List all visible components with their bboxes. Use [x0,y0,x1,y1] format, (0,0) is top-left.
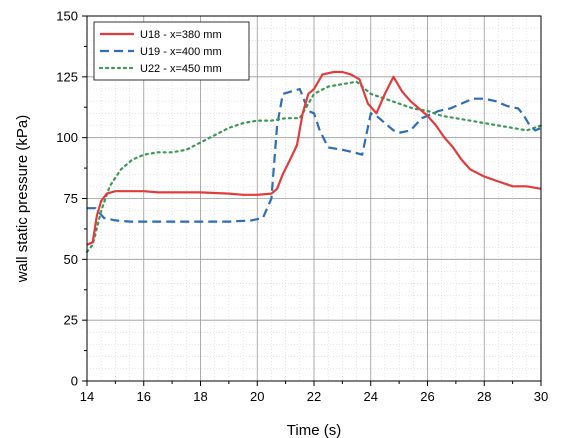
x-tick-label: 18 [193,389,207,404]
y-tick-label: 50 [64,252,78,267]
series-layer [85,70,543,254]
axis-ticks [82,15,542,386]
legend: U18 - x=380 mm U19 - x=400 mm U22 - x=450 … [93,21,250,81]
series-line-0 [86,70,542,246]
y-tick-label: 75 [64,191,78,206]
x-tick-label: 16 [137,389,151,404]
x-axis-title: Time (s) [287,422,341,438]
y-tick-label: 125 [56,69,78,84]
legend-label: U19 - x=400 mm [140,46,222,58]
x-tick-label: 30 [534,389,548,404]
x-tick-label: 22 [307,389,321,404]
series-line-1 [87,87,542,223]
legend-label: U22 - x=450 mm [140,63,222,75]
x-tick-label: 28 [477,389,491,404]
x-tick-label: 20 [250,389,264,404]
y-tick-label: 0 [71,374,78,389]
series-line-2 [85,80,543,254]
x-tick-label: 14 [80,389,94,404]
y-axis-title: wall static pressure (kPa) [14,115,31,284]
x-tick-label: 24 [364,389,378,404]
tick-labels: 14 16 18 20 22 24 26 28 30 0 25 50 75 100 125 150 [56,9,548,405]
y-tick-label: 25 [64,313,78,328]
y-tick-label: 100 [56,130,78,145]
legend-label: U18 - x=380 mm [140,29,222,41]
x-tick-label: 26 [420,389,434,404]
y-tick-label: 150 [56,9,78,24]
